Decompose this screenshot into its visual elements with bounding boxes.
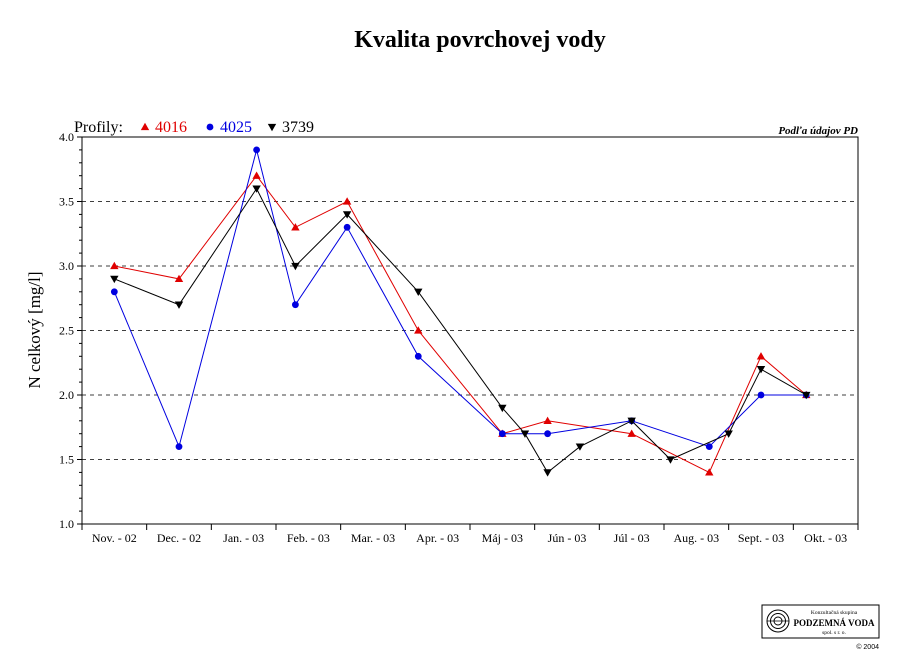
copyright: © 2004 xyxy=(856,643,879,651)
x-tick-label: Mar. - 03 xyxy=(351,531,395,545)
series-3739 xyxy=(110,185,811,477)
data-point xyxy=(291,223,300,231)
data-point xyxy=(498,430,506,438)
data-point xyxy=(414,288,423,296)
data-point xyxy=(414,352,422,360)
source-note: Podľa údajov PD xyxy=(778,125,858,137)
logo-line3: spol. s r. o. xyxy=(822,630,846,636)
legend-item-4016: 4016 xyxy=(140,119,187,136)
data-point xyxy=(252,185,261,193)
plot-frame xyxy=(81,136,859,525)
series-line xyxy=(114,174,807,474)
legend-item-3739: 3739 xyxy=(267,119,314,136)
data-point xyxy=(543,469,552,477)
x-tick-label: Feb. - 03 xyxy=(287,531,330,545)
data-point xyxy=(544,430,551,438)
data-point xyxy=(342,211,352,219)
data-point xyxy=(498,404,507,413)
data-point xyxy=(174,301,184,309)
data-point xyxy=(756,366,766,374)
data-point xyxy=(724,430,733,438)
legend-label: 4016 xyxy=(155,119,187,136)
data-point xyxy=(291,262,300,271)
data-point xyxy=(802,391,811,400)
data-point xyxy=(705,443,713,450)
data-point xyxy=(174,274,184,283)
data-point xyxy=(414,326,423,334)
data-point xyxy=(705,468,714,476)
data-point xyxy=(253,146,260,154)
x-tick-label: Jún - 03 xyxy=(548,531,587,545)
legend-marker xyxy=(206,123,214,131)
data-point xyxy=(627,417,636,425)
data-point xyxy=(520,430,530,438)
y-tick-label: 4.0 xyxy=(59,130,74,144)
data-point xyxy=(175,443,183,450)
y-tick-label: 3.5 xyxy=(59,195,74,209)
x-tick-label: Sept. - 03 xyxy=(738,531,784,545)
series-4016 xyxy=(110,171,811,476)
legend-item-4025: 4025 xyxy=(206,119,252,136)
x-tick-label: Okt. - 03 xyxy=(804,531,847,545)
data-point xyxy=(252,171,261,179)
y-axis-label: N celkový [mg/l] xyxy=(25,271,44,388)
data-point xyxy=(342,197,352,205)
data-point xyxy=(666,456,675,464)
data-point xyxy=(575,443,585,451)
x-tick-label: Apr. - 03 xyxy=(416,531,459,545)
x-tick-label: Aug. - 03 xyxy=(673,531,719,545)
legend-label: 3739 xyxy=(282,119,314,136)
logo-line1: Konzultačná skupina xyxy=(811,610,858,616)
legend-marker xyxy=(140,122,150,131)
data-point xyxy=(110,288,118,296)
y-tick-label: 1.5 xyxy=(59,453,74,467)
data-point xyxy=(627,429,636,437)
company-logo: Konzultačná skupina PODZEMNÁ VODA spol. … xyxy=(761,604,880,651)
x-tick-label: Jan. - 03 xyxy=(223,531,264,545)
x-tick-label: Nov. - 02 xyxy=(92,531,137,545)
y-tick-label: 2.5 xyxy=(59,324,74,338)
x-tick-label: Júl - 03 xyxy=(614,531,650,545)
data-point xyxy=(292,301,299,309)
series-line xyxy=(113,149,807,449)
data-point xyxy=(543,416,552,424)
y-tick-label: 2.0 xyxy=(59,388,74,402)
x-tick-label: Máj - 03 xyxy=(482,531,523,545)
legend-title: Profily: xyxy=(74,119,123,136)
data-point xyxy=(757,391,765,399)
logo-emblem-icon xyxy=(766,609,790,633)
x-tick-label: Dec. - 02 xyxy=(157,531,201,545)
chart-title: Kvalita povrchovej vody xyxy=(354,27,606,53)
y-tick-label: 3.0 xyxy=(59,259,74,273)
logo-line2: PODZEMNÁ VODA xyxy=(794,618,875,628)
series-4025 xyxy=(110,146,810,450)
legend-marker xyxy=(267,123,277,132)
legend: Profily: 4016 4025 3739 xyxy=(74,119,314,136)
data-point xyxy=(343,223,351,231)
data-point xyxy=(110,261,119,270)
y-tick-label: 1.0 xyxy=(59,517,74,531)
legend-label: 4025 xyxy=(220,119,252,136)
data-point xyxy=(756,352,766,360)
data-point xyxy=(110,275,119,284)
